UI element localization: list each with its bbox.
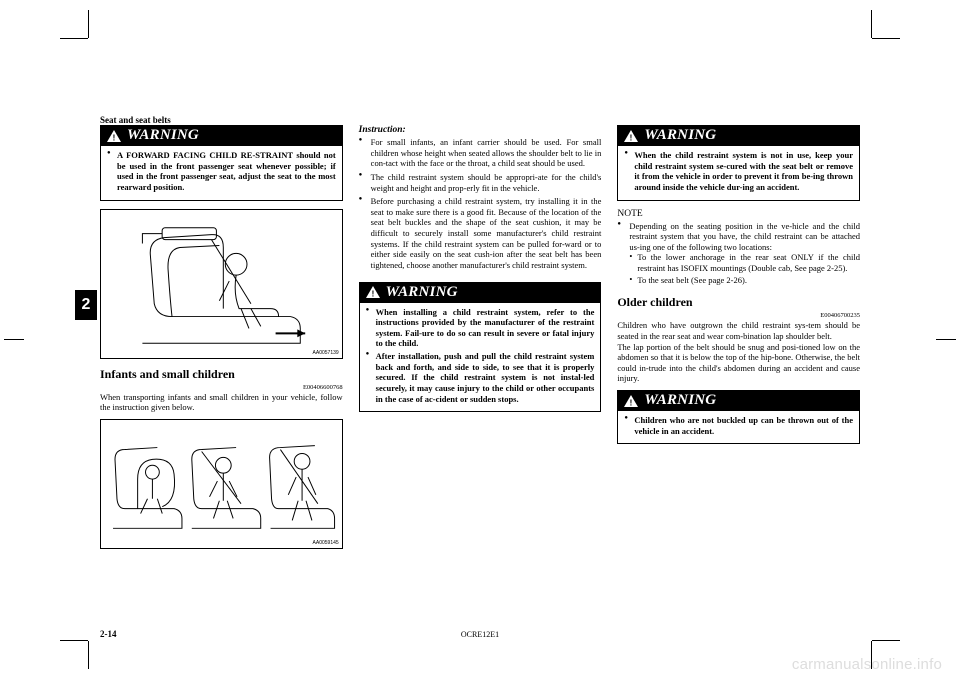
svg-text:!: ! bbox=[630, 398, 633, 407]
crop-mark bbox=[88, 641, 89, 669]
warning-header: ! WARNING bbox=[618, 126, 859, 146]
warning-triangle-icon: ! bbox=[366, 286, 380, 298]
warning-header: ! WARNING bbox=[618, 391, 859, 411]
illustration-code: AA0059145 bbox=[313, 540, 339, 546]
warning-body: A FORWARD FACING CHILD RE-STRAINT should… bbox=[101, 146, 342, 200]
warning-box: ! WARNING When installing a child restra… bbox=[359, 282, 602, 413]
body-text: When transporting infants and small chil… bbox=[100, 392, 343, 413]
note-item-text: Depending on the seating position in the… bbox=[629, 221, 860, 252]
note-sublist: To the lower anchorage in the rear seat … bbox=[629, 252, 860, 285]
instruction-item: For small infants, an infant carrier sho… bbox=[371, 137, 602, 169]
crop-mark bbox=[4, 339, 24, 340]
body-text: Children who have outgrown the child res… bbox=[617, 320, 860, 384]
svg-text:!: ! bbox=[113, 133, 116, 142]
crop-mark bbox=[872, 640, 900, 641]
crop-mark bbox=[871, 10, 872, 38]
section-header: Seat and seat belts bbox=[100, 115, 171, 125]
warning-box: ! WARNING Children who are not buckled u… bbox=[617, 390, 860, 444]
instruction-item: The child restraint system should be app… bbox=[371, 172, 602, 193]
column-1: ! WARNING A FORWARD FACING CHILD RE-STRA… bbox=[100, 125, 343, 619]
warning-triangle-icon: ! bbox=[624, 130, 638, 142]
warning-title: WARNING bbox=[644, 392, 716, 409]
content-area: ! WARNING A FORWARD FACING CHILD RE-STRA… bbox=[100, 125, 860, 619]
chapter-tab: 2 bbox=[75, 290, 97, 320]
warning-body: When the child restraint system is not i… bbox=[618, 146, 859, 200]
topic-code: E00406700235 bbox=[617, 312, 860, 319]
svg-text:!: ! bbox=[371, 290, 374, 299]
manual-page: Seat and seat belts 2 ! WARNING A FORWAR… bbox=[0, 0, 960, 679]
warning-item: When the child restraint system is not i… bbox=[634, 150, 853, 193]
svg-text:!: ! bbox=[630, 133, 633, 142]
note-heading: NOTE bbox=[617, 209, 860, 219]
warning-triangle-icon: ! bbox=[624, 395, 638, 407]
crop-mark bbox=[60, 38, 88, 39]
warning-title: WARNING bbox=[127, 127, 199, 144]
watermark: carmanualsonline.info bbox=[792, 656, 942, 673]
warning-box: ! WARNING When the child restraint syste… bbox=[617, 125, 860, 201]
document-code: OCRE12E1 bbox=[0, 630, 960, 639]
instruction-heading: Instruction: bbox=[359, 125, 602, 135]
warning-item: After installation, push and pull the ch… bbox=[376, 351, 595, 404]
warning-triangle-icon: ! bbox=[107, 130, 121, 142]
warning-box: ! WARNING A FORWARD FACING CHILD RE-STRA… bbox=[100, 125, 343, 201]
note-subitem: To the lower anchorage in the rear seat … bbox=[637, 252, 860, 273]
subheading-older-children: Older children bbox=[617, 295, 860, 310]
topic-code: E00406600768 bbox=[100, 384, 343, 391]
illustration-seat-rearward: AA0057139 bbox=[100, 209, 343, 359]
column-2: Instruction: For small infants, an infan… bbox=[359, 125, 602, 619]
note-list: Depending on the seating position in the… bbox=[617, 221, 860, 286]
warning-body: When installing a child restraint system… bbox=[360, 303, 601, 412]
crop-mark bbox=[872, 38, 900, 39]
crop-mark bbox=[88, 10, 89, 38]
crop-mark bbox=[936, 339, 956, 340]
warning-item: When installing a child restraint system… bbox=[376, 307, 595, 350]
warning-title: WARNING bbox=[644, 127, 716, 144]
warning-body: Children who are not buckled up can be t… bbox=[618, 411, 859, 443]
instruction-list: For small infants, an infant carrier sho… bbox=[359, 137, 602, 271]
crop-mark bbox=[60, 640, 88, 641]
warning-title: WARNING bbox=[386, 284, 458, 301]
warning-item: A FORWARD FACING CHILD RE-STRAINT should… bbox=[117, 150, 336, 193]
warning-item: Children who are not buckled up can be t… bbox=[634, 415, 853, 436]
warning-header: ! WARNING bbox=[101, 126, 342, 146]
note-item: Depending on the seating position in the… bbox=[629, 221, 860, 286]
warning-header: ! WARNING bbox=[360, 283, 601, 303]
column-3: ! WARNING When the child restraint syste… bbox=[617, 125, 860, 619]
instruction-item: Before purchasing a child restraint syst… bbox=[371, 196, 602, 270]
illustration-child-seats: AA0059145 bbox=[100, 419, 343, 549]
subheading-infants: Infants and small children bbox=[100, 367, 343, 382]
illustration-code: AA0057139 bbox=[313, 350, 339, 356]
note-subitem: To the seat belt (See page 2-26). bbox=[637, 275, 860, 286]
